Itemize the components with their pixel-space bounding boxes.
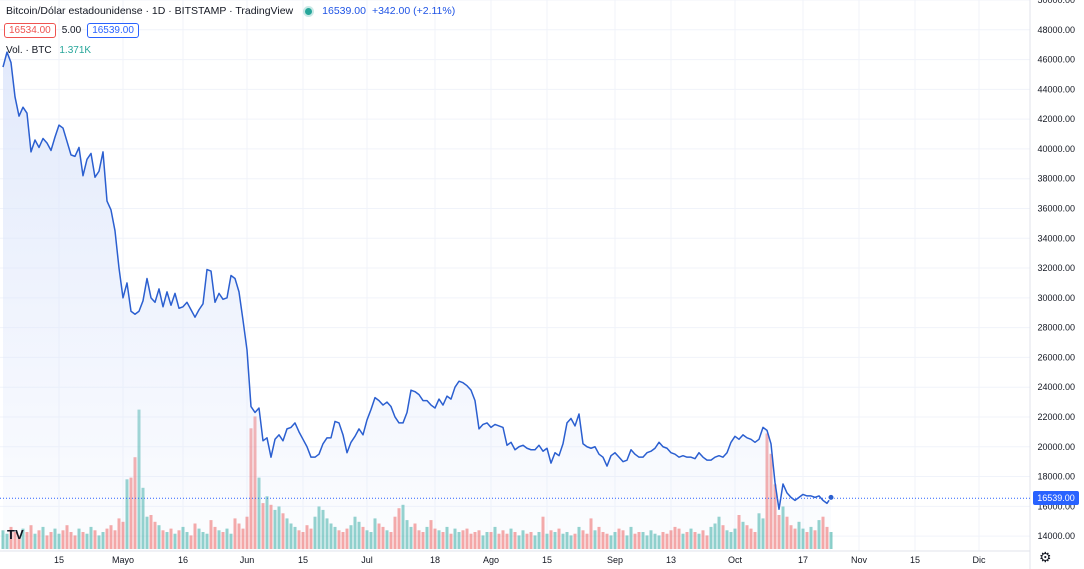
x-tick-label: 15: [542, 555, 552, 565]
x-tick-label: 15: [298, 555, 308, 565]
y-tick-label: 18000.00: [1037, 472, 1075, 482]
x-tick-label: 13: [666, 555, 676, 565]
y-tick-label: 14000.00: [1037, 531, 1075, 541]
x-tick-label: 16: [178, 555, 188, 565]
x-tick-label: 15: [910, 555, 920, 565]
market-status-icon: [305, 7, 313, 15]
tradingview-logo-icon[interactable]: TV: [7, 527, 24, 542]
x-tick-label: Jun: [240, 555, 255, 565]
x-tick-label: Nov: [851, 555, 868, 565]
y-tick-label: 26000.00: [1037, 352, 1075, 362]
quote-row: 16534.00 5.00 16539.00: [4, 23, 139, 38]
sell-button[interactable]: 16534.00: [4, 23, 56, 38]
y-tick-label: 32000.00: [1037, 263, 1075, 273]
x-tick-label: 18: [430, 555, 440, 565]
symbol-header: Bitcoin/Dólar estadounidense · 1D · BITS…: [6, 5, 455, 17]
x-tick-label: Dic: [973, 555, 986, 565]
symbol-title[interactable]: Bitcoin/Dólar estadounidense · 1D · BITS…: [6, 5, 294, 17]
volume-legend[interactable]: Vol. · BTC 1.371K: [6, 45, 91, 56]
x-tick-label: 17: [798, 555, 808, 565]
last-price: 16539.00: [322, 5, 366, 17]
x-tick-label: Ago: [483, 555, 499, 565]
price-line: [2, 51, 832, 511]
y-tick-label: 44000.00: [1037, 84, 1075, 94]
y-tick-label: 24000.00: [1037, 382, 1075, 392]
x-tick-label: Mayo: [112, 555, 134, 565]
y-tick-label: 16000.00: [1037, 501, 1075, 511]
y-tick-label: 36000.00: [1037, 203, 1075, 213]
price-change: +342.00 (+2.11%): [371, 5, 456, 17]
y-tick-label: 20000.00: [1037, 442, 1075, 452]
spread-value: 5.00: [61, 25, 82, 36]
volume-label: Vol. · BTC: [6, 45, 52, 56]
area-fill: [3, 52, 831, 552]
last-price-dot: [827, 493, 835, 501]
gear-icon[interactable]: ⚙: [1039, 549, 1052, 565]
x-tick-label: Oct: [728, 555, 743, 565]
buy-button[interactable]: 16539.00: [87, 23, 139, 38]
y-tick-label: 50000.00: [1037, 0, 1075, 5]
x-tick-label: Jul: [361, 555, 373, 565]
y-tick-label: 40000.00: [1037, 144, 1075, 154]
volume-value: 1.371K: [59, 45, 92, 56]
y-tick-label: 28000.00: [1037, 323, 1075, 333]
current-price-label: 16539.00: [1033, 491, 1079, 506]
y-tick-label: 42000.00: [1037, 114, 1075, 124]
y-tick-label: 34000.00: [1037, 233, 1075, 243]
y-tick-label: 46000.00: [1037, 55, 1075, 65]
x-tick-label: 15: [54, 555, 64, 565]
y-tick-label: 22000.00: [1037, 412, 1075, 422]
y-tick-label: 48000.00: [1037, 25, 1075, 35]
x-tick-label: Sep: [607, 555, 623, 565]
y-tick-label: 38000.00: [1037, 174, 1075, 184]
y-tick-label: 30000.00: [1037, 293, 1075, 303]
